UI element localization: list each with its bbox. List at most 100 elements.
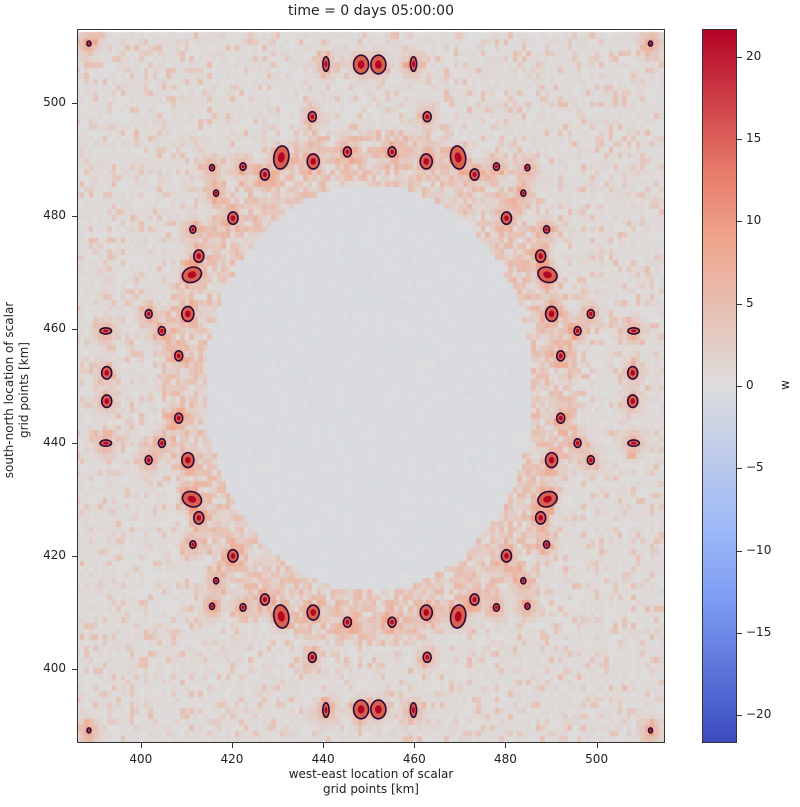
updraft-cell-28 bbox=[259, 168, 271, 181]
heatmap-plot-area bbox=[77, 29, 665, 743]
y-tick-label: 460 bbox=[43, 321, 66, 336]
updraft-cell-6 bbox=[322, 701, 330, 719]
y-tick-mark bbox=[72, 102, 77, 104]
updraft-cell-43 bbox=[520, 576, 527, 585]
updraft-cell-72 bbox=[99, 326, 113, 335]
updraft-cell-51 bbox=[542, 539, 551, 550]
x-tick-mark bbox=[231, 743, 233, 748]
updraft-cell-32 bbox=[239, 162, 247, 172]
updraft-cell-75 bbox=[627, 439, 641, 448]
updraft-cell-53 bbox=[534, 249, 547, 264]
updraft-cell-63 bbox=[586, 454, 596, 466]
updraft-cell-77 bbox=[626, 365, 639, 380]
heatmap-field bbox=[78, 30, 664, 742]
updraft-cell-1 bbox=[647, 40, 654, 47]
colorbar-tick-label: −20 bbox=[746, 707, 772, 722]
y-axis-label-line1: south-north location of scalar bbox=[2, 301, 16, 479]
updraft-cell-35 bbox=[492, 602, 501, 612]
y-tick-label: 420 bbox=[43, 548, 66, 562]
updraft-cell-5 bbox=[409, 55, 418, 73]
colorbar-tick-label: −10 bbox=[746, 542, 772, 557]
x-axis-label-line1: west-east location of scalar bbox=[288, 767, 454, 781]
x-tick-label: 460 bbox=[402, 752, 426, 766]
colorbar-tick-mark bbox=[737, 56, 742, 58]
updraft-cell-54 bbox=[192, 510, 205, 525]
y-tick-mark bbox=[72, 556, 77, 557]
updraft-cell-31 bbox=[469, 593, 480, 606]
colorbar-tick-mark bbox=[737, 386, 742, 387]
y-axis-label: south-north location of scalar grid poin… bbox=[2, 33, 32, 747]
updraft-cell-60 bbox=[144, 308, 153, 320]
updraft-cell-26 bbox=[306, 604, 321, 621]
x-tick-label: 440 bbox=[311, 752, 335, 766]
colorbar-tick-label: −15 bbox=[746, 624, 772, 639]
updraft-cell-37 bbox=[524, 163, 531, 172]
updraft-contours bbox=[86, 40, 654, 734]
x-axis-label-line2: grid points [km] bbox=[323, 782, 419, 796]
updraft-cell-59 bbox=[537, 490, 558, 508]
updraft-cell-80 bbox=[173, 350, 184, 362]
updraft-cell-41 bbox=[520, 189, 527, 198]
updraft-cell-25 bbox=[419, 153, 434, 170]
updraft-cell-33 bbox=[492, 162, 501, 172]
colorbar-tick-label: −5 bbox=[746, 460, 764, 475]
updraft-cell-62 bbox=[144, 454, 153, 466]
updraft-cell-46 bbox=[227, 548, 239, 563]
updraft-cell-30 bbox=[259, 593, 271, 606]
updraft-cell-7 bbox=[409, 701, 418, 719]
updraft-cell-48 bbox=[189, 224, 197, 235]
colorbar-tick-mark bbox=[737, 139, 742, 141]
updraft-cell-0 bbox=[86, 40, 92, 47]
x-tick-mark bbox=[140, 743, 142, 748]
updraft-cell-78 bbox=[100, 394, 113, 409]
updraft-cell-65 bbox=[544, 305, 559, 323]
updraft-cell-61 bbox=[586, 308, 596, 320]
x-tick-label: 480 bbox=[494, 752, 517, 766]
updraft-cell-66 bbox=[181, 451, 195, 469]
colorbar bbox=[702, 29, 737, 743]
x-tick-label: 420 bbox=[220, 752, 244, 766]
updraft-cell-49 bbox=[542, 224, 551, 235]
y-tick-label: 500 bbox=[43, 94, 66, 109]
updraft-cell-22 bbox=[272, 604, 290, 629]
colorbar-tick-label: 15 bbox=[746, 131, 762, 146]
updraft-cell-81 bbox=[555, 350, 566, 362]
updraft-cell-68 bbox=[157, 325, 167, 337]
updraft-cell-11 bbox=[370, 699, 387, 720]
updraft-cell-34 bbox=[239, 602, 247, 612]
updraft-cell-14 bbox=[307, 651, 318, 664]
updraft-cell-70 bbox=[157, 437, 167, 449]
x-tick-mark bbox=[505, 743, 507, 748]
updraft-cell-38 bbox=[208, 602, 216, 611]
updraft-cell-57 bbox=[537, 266, 558, 284]
colorbar-tick-mark bbox=[737, 303, 742, 305]
updraft-cell-2 bbox=[86, 727, 92, 734]
updraft-cell-73 bbox=[627, 326, 641, 335]
colorbar-tick-mark bbox=[737, 715, 742, 717]
updraft-cell-19 bbox=[387, 616, 397, 628]
colorbar-tick-label: 0 bbox=[746, 378, 754, 392]
x-tick-label: 400 bbox=[129, 752, 153, 766]
updraft-cell-47 bbox=[500, 548, 513, 563]
updraft-cell-12 bbox=[307, 110, 318, 123]
y-tick-label: 480 bbox=[43, 208, 66, 222]
x-tick-mark bbox=[323, 743, 325, 748]
updraft-cell-58 bbox=[181, 490, 203, 508]
updraft-cell-23 bbox=[449, 604, 467, 629]
updraft-cell-55 bbox=[534, 510, 547, 525]
updraft-cell-45 bbox=[500, 211, 513, 226]
y-tick-mark bbox=[72, 442, 77, 444]
updraft-cell-8 bbox=[352, 54, 370, 75]
updraft-cell-56 bbox=[181, 266, 203, 284]
updraft-cell-67 bbox=[544, 451, 559, 469]
updraft-cell-29 bbox=[469, 168, 480, 181]
y-tick-mark bbox=[72, 329, 77, 331]
updraft-cell-3 bbox=[647, 727, 654, 734]
chart-title: time = 0 days 05:00:00 bbox=[288, 3, 454, 19]
updraft-cell-50 bbox=[189, 539, 197, 550]
y-axis-label-line2: grid points [km] bbox=[17, 342, 31, 438]
colorbar-tick-label: 20 bbox=[746, 48, 762, 63]
updraft-cell-69 bbox=[573, 325, 582, 337]
updraft-cell-71 bbox=[573, 437, 582, 449]
updraft-cell-39 bbox=[524, 602, 531, 611]
